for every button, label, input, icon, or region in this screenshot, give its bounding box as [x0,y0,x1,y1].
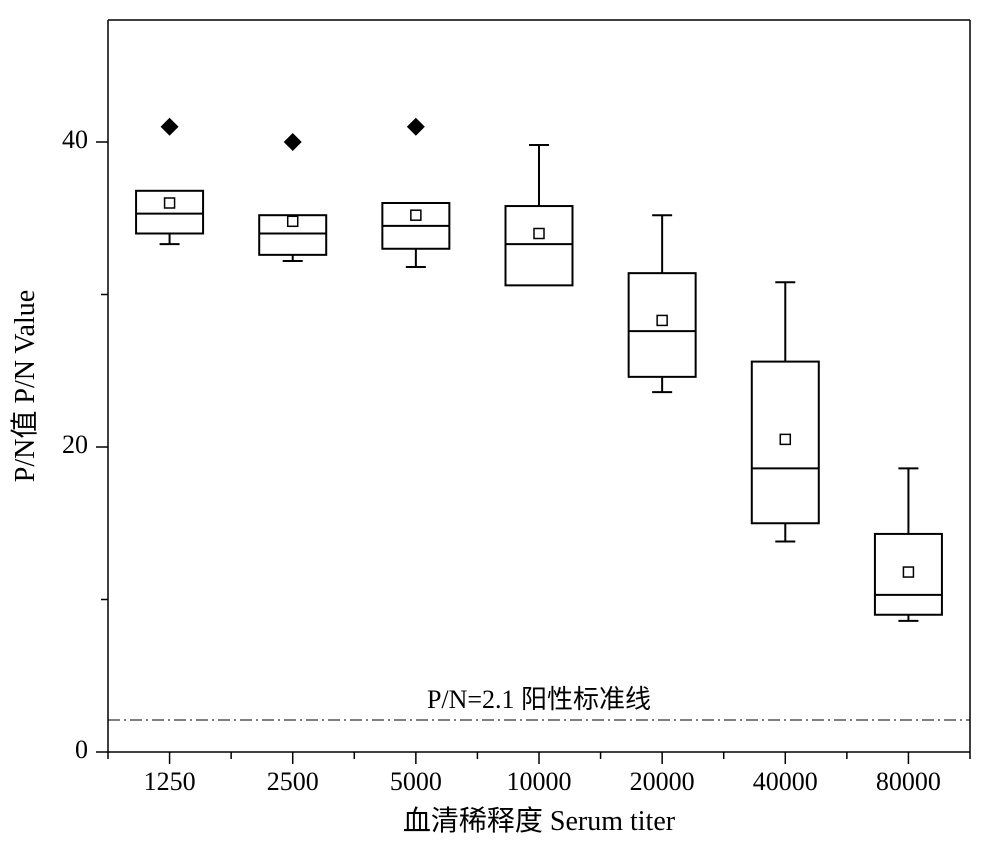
outlier-marker [161,118,179,136]
x-tick-label: 5000 [390,767,442,796]
mean-marker [288,216,298,226]
y-axis-title: P/N值 P/N Value [9,290,41,482]
outlier-marker [407,118,425,136]
x-tick-label: 80000 [876,767,941,796]
y-tick-label: 40 [62,125,88,154]
boxplot-chart: 0 20 40 1250 2500 5000 10000 20000 40000 80000 P/N… [0,0,1000,851]
chart-svg: 0 20 40 1250 2500 5000 10000 20000 40000 80000 P/N… [0,0,1000,851]
x-tick-label: 40000 [753,767,818,796]
x-axis-title: 血清稀释度 Serum titer [403,805,676,837]
mean-marker [903,567,913,577]
outlier-marker [284,133,302,151]
y-tick-label: 20 [62,430,88,459]
mean-marker [780,434,790,444]
mean-marker [534,229,544,239]
x-tick-label: 2500 [267,767,319,796]
reference-line-label: P/N=2.1 阳性标准线 [427,685,651,714]
x-tick-label: 1250 [144,767,196,796]
x-tick-label: 10000 [507,767,572,796]
mean-marker [411,210,421,220]
x-tick-label: 20000 [630,767,695,796]
mean-marker [657,315,667,325]
box [506,206,573,285]
mean-marker [165,198,175,208]
y-tick-label: 0 [75,735,88,764]
box [136,191,203,234]
